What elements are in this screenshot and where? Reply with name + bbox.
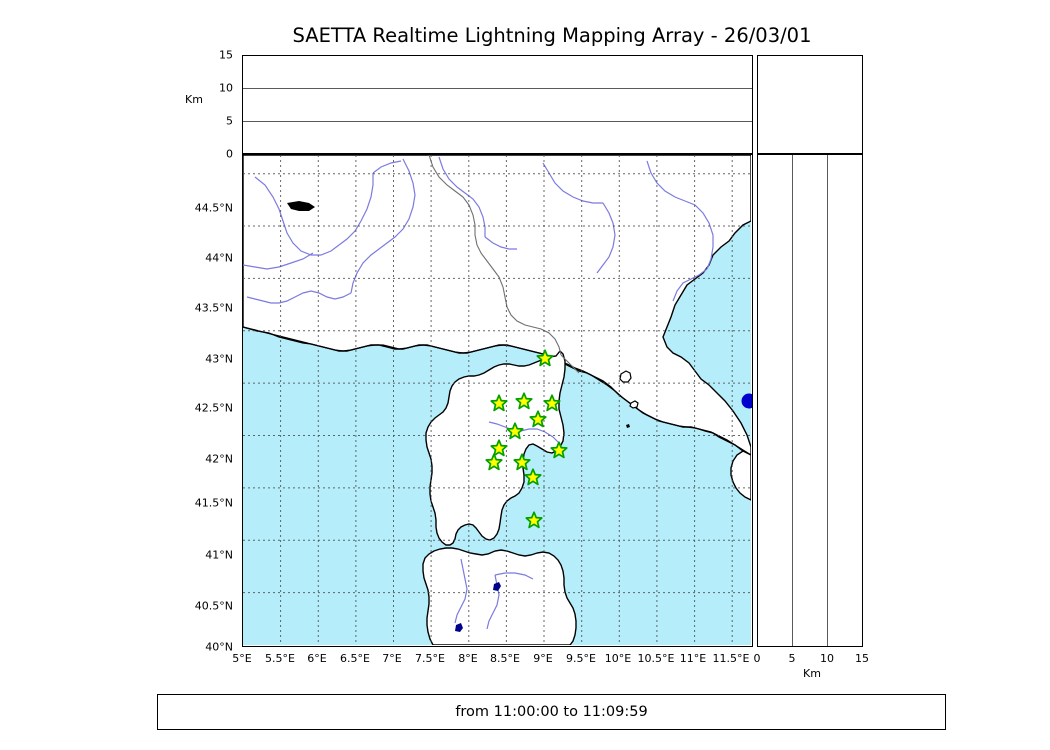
ytick-lat-42: 42°N [205,452,233,466]
lake-geneva [287,201,315,211]
gridline-alt-right-5 [792,155,793,646]
coastline-france [243,326,751,456]
xtick-lon-11p5: 11.5°E [712,652,750,665]
station-marker-5[interactable] [529,410,547,428]
station-marker-8[interactable] [550,441,568,459]
gridline-alt-5 [243,121,752,122]
lake-bracciano [493,582,501,591]
station-marker-7[interactable] [490,439,508,457]
ytick-lat-40: 40°N [205,640,233,654]
time-range-text: from 11:00:00 to 11:09:59 [455,704,648,720]
ytick-lat-41p5: 41.5°N [194,496,233,510]
xtick-alt-right-15: 15 [855,652,869,665]
axis-label-km-horizontal: Km [803,667,821,680]
station-marker-3[interactable] [515,392,533,410]
xtick-lon-6p5: 6.5°E [340,652,370,665]
ytick-lat-41: 41°N [205,548,233,562]
ytick-alt-0: 0 [226,147,233,161]
panel-map-plan-view[interactable] [242,154,753,647]
xtick-alt-right-0: 0 [753,652,761,665]
ytick-alt-5: 5 [226,114,233,128]
station-marker-10[interactable] [513,453,531,471]
ytick-lat-44: 44°N [205,251,233,265]
page-title: SAETTA Realtime Lightning Mapping Array … [292,24,812,47]
xtick-lon-6: 6°E [307,652,327,665]
xtick-lon-5: 5°E [232,652,252,665]
island-montecristo [626,424,630,428]
ytick-alt-10: 10 [219,81,233,95]
station-marker-6[interactable] [506,422,524,440]
xtick-lon-7: 7°E [382,652,402,665]
national-borders [428,155,580,374]
panel-altitude-vs-longitude[interactable] [242,55,753,154]
xtick-lon-7p5: 7.5°E [415,652,445,665]
station-marker-9[interactable] [485,453,503,471]
ytick-lat-42p5: 42.5°N [194,401,233,415]
ytick-lat-40p5: 40.5°N [194,599,233,613]
source-marker-1[interactable] [741,393,752,409]
landmass-italy [730,450,751,501]
lake-sardinia-south [455,623,463,632]
landmass-sardinia [422,547,577,645]
xtick-alt-right-10: 10 [820,652,834,665]
ytick-alt-15: 15 [219,48,233,62]
station-marker-12[interactable] [525,511,543,529]
gridline-alt-10 [243,88,752,89]
station-marker-1[interactable] [536,349,554,367]
gridline-alt-right-10 [827,155,828,646]
map-geography [243,155,751,645]
station-marker-11[interactable] [524,468,542,486]
xtick-lon-11: 11°E [679,652,707,665]
xtick-lon-5p5: 5.5°E [265,652,295,665]
xtick-lon-8: 8°E [458,652,478,665]
xtick-alt-right-5: 5 [788,652,796,665]
island-capraia [619,370,632,383]
axis-label-km-vertical: Km [185,93,203,106]
xtick-lon-10p5: 10.5°E [637,652,675,665]
panel-altitude-vs-latitude[interactable] [757,154,863,647]
xtick-lon-8p5: 8.5°E [490,652,520,665]
status-bar: from 11:00:00 to 11:09:59 [157,694,946,730]
island-elba [629,400,639,409]
ytick-lat-44p5: 44.5°N [194,201,233,215]
ytick-lat-43p5: 43.5°N [194,301,233,315]
rivers [243,156,714,630]
panel-corner [757,55,863,154]
ytick-lat-43: 43°N [205,352,233,366]
xtick-lon-10: 10°E [604,652,632,665]
station-marker-2[interactable] [490,394,508,412]
xtick-lon-9: 9°E [533,652,553,665]
xtick-lon-9p5: 9.5°E [566,652,596,665]
grid-longitude [280,155,733,645]
station-marker-4[interactable] [543,394,561,412]
